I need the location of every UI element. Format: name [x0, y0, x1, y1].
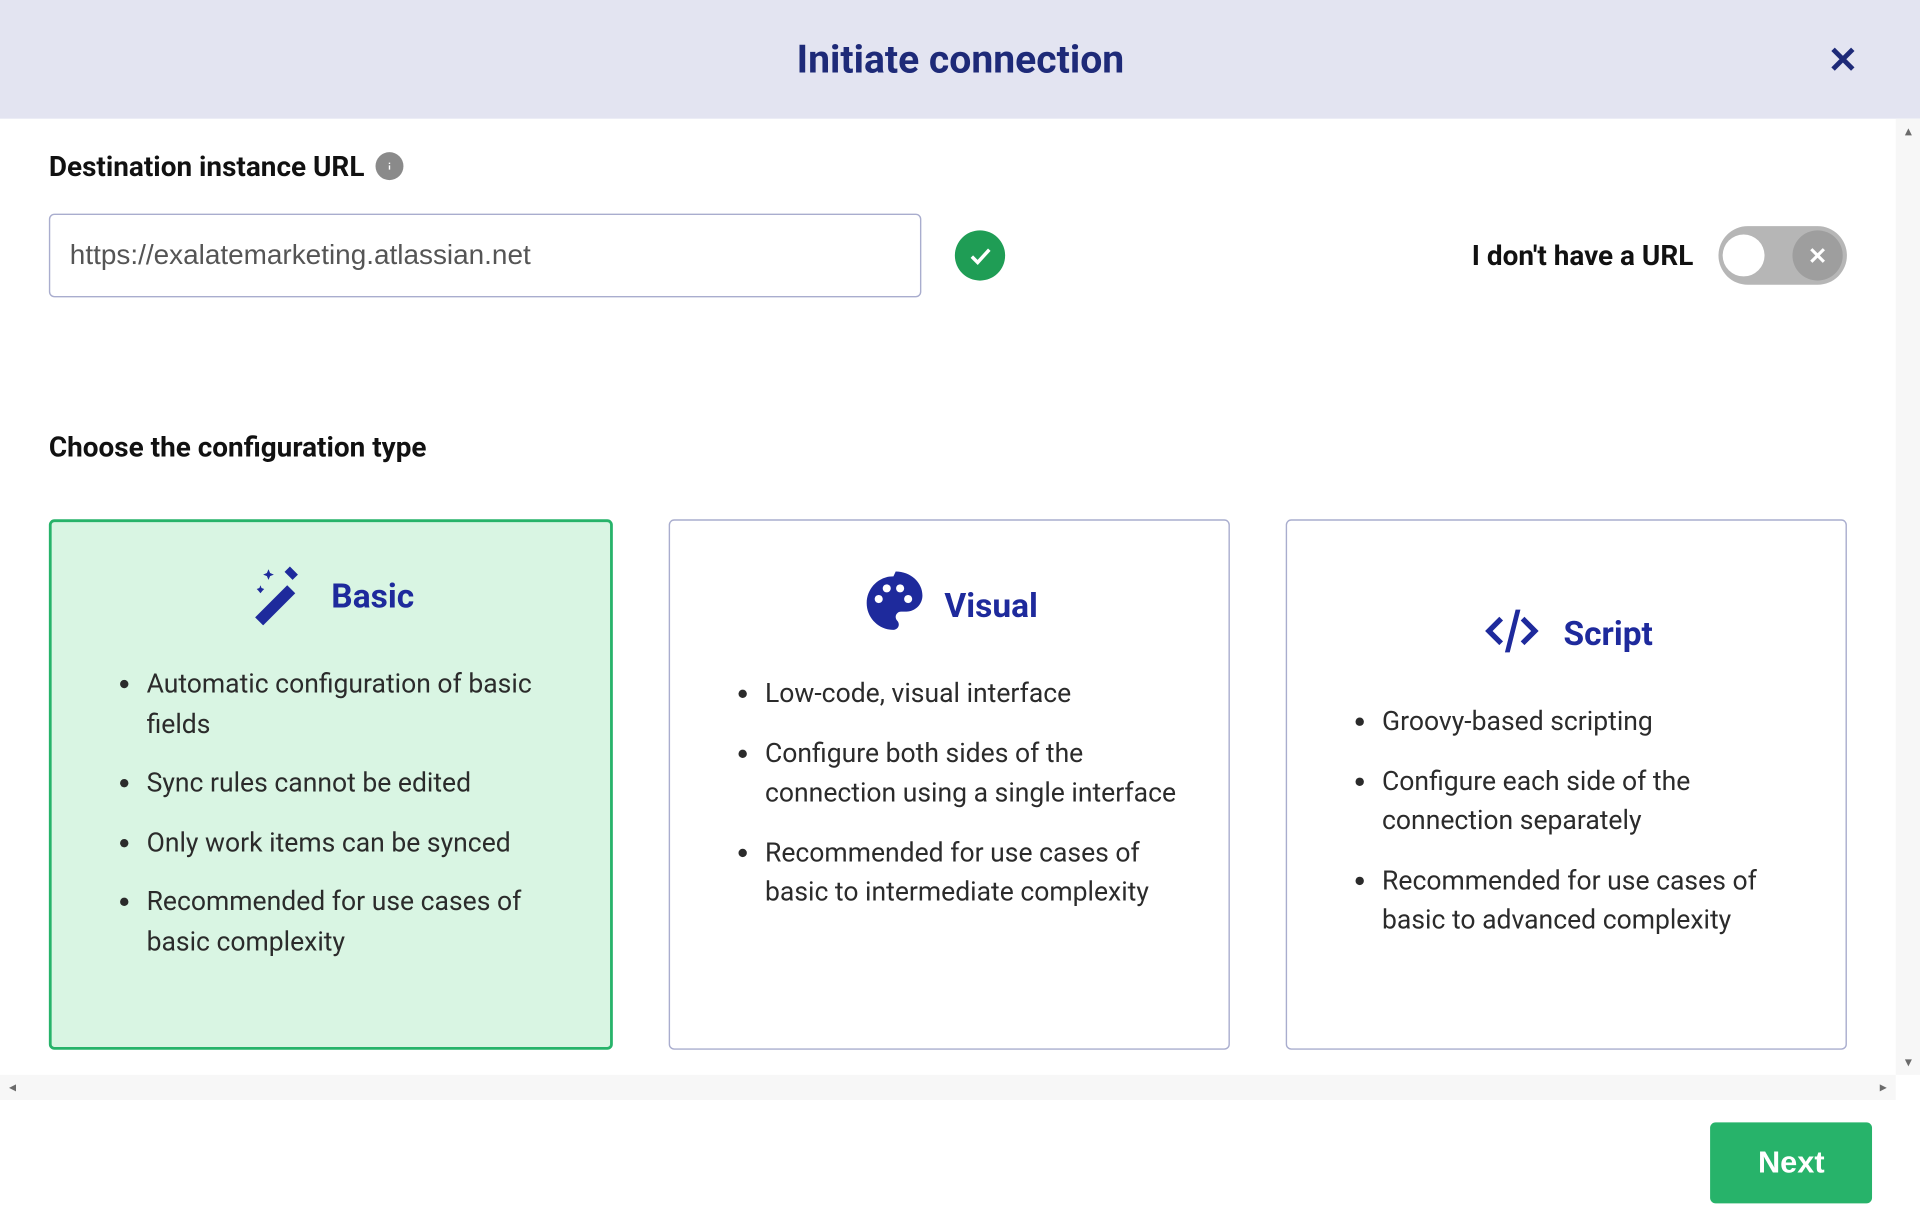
modal-body-container: Destination instance URL I don't have a … [0, 119, 1920, 1100]
wand-icon [248, 561, 312, 631]
info-icon[interactable] [376, 152, 404, 180]
list-item: Recommended for use cases of basic to in… [765, 833, 1189, 913]
card-feature-list: Groovy-based scripting Configure each si… [1326, 702, 1806, 940]
no-url-group: I don't have a URL [1472, 226, 1847, 285]
list-item: Only work items can be synced [147, 823, 571, 863]
list-item: Configure each side of the connection se… [1382, 762, 1806, 842]
list-item: Sync rules cannot be edited [147, 764, 571, 804]
list-item: Recommended for use cases of basic compl… [147, 882, 571, 962]
no-url-label: I don't have a URL [1472, 239, 1694, 273]
config-card-basic[interactable]: Basic Automatic configuration of basic f… [49, 519, 613, 1049]
card-head: Script [1326, 599, 1806, 669]
card-title: Script [1563, 614, 1652, 653]
modal-body: Destination instance URL I don't have a … [0, 119, 1896, 1075]
card-head: Visual [709, 571, 1189, 641]
list-item: Recommended for use cases of basic to ad… [1382, 861, 1806, 941]
horizontal-scrollbar[interactable]: ◂ ▸ [0, 1075, 1896, 1100]
modal-title: Initiate connection [797, 36, 1125, 82]
config-card-visual[interactable]: Visual Low-code, visual interface Config… [669, 519, 1230, 1049]
toggle-off-icon [1792, 230, 1842, 280]
config-type-cards: Basic Automatic configuration of basic f… [49, 519, 1847, 1049]
list-item: Low-code, visual interface [765, 674, 1189, 714]
code-icon [1480, 599, 1544, 669]
scroll-left-icon: ◂ [0, 1075, 25, 1100]
config-card-script[interactable]: Script Groovy-based scripting Configure … [1286, 519, 1847, 1049]
card-feature-list: Automatic configuration of basic fields … [91, 664, 571, 961]
card-title: Basic [331, 577, 414, 616]
modal-footer: Next [0, 1100, 1920, 1226]
next-button[interactable]: Next [1711, 1122, 1872, 1203]
initiate-connection-modal: Initiate connection ✕ Destination instan… [0, 0, 1920, 1226]
scroll-right-icon: ▸ [1871, 1075, 1896, 1100]
modal-header: Initiate connection ✕ [0, 0, 1920, 119]
card-head: Basic [91, 561, 571, 631]
vertical-scrollbar[interactable]: ▴ ▾ [1896, 119, 1920, 1075]
card-feature-list: Low-code, visual interface Configure bot… [709, 674, 1189, 912]
list-item: Configure both sides of the connection u… [765, 734, 1189, 814]
destination-url-row: I don't have a URL [49, 214, 1847, 298]
close-button[interactable]: ✕ [1828, 41, 1858, 77]
config-type-label: Choose the configuration type [49, 430, 1847, 464]
scroll-up-icon: ▴ [1896, 119, 1920, 144]
no-url-toggle[interactable] [1718, 226, 1846, 285]
close-icon: ✕ [1828, 38, 1858, 80]
destination-url-input[interactable] [49, 214, 922, 298]
palette-icon [861, 571, 925, 641]
list-item: Automatic configuration of basic fields [147, 664, 571, 744]
destination-url-label-row: Destination instance URL [49, 149, 1847, 183]
card-title: Visual [944, 586, 1038, 625]
list-item: Groovy-based scripting [1382, 702, 1806, 742]
scroll-down-icon: ▾ [1896, 1050, 1920, 1075]
destination-url-label: Destination instance URL [49, 149, 365, 183]
url-valid-icon [955, 230, 1005, 280]
